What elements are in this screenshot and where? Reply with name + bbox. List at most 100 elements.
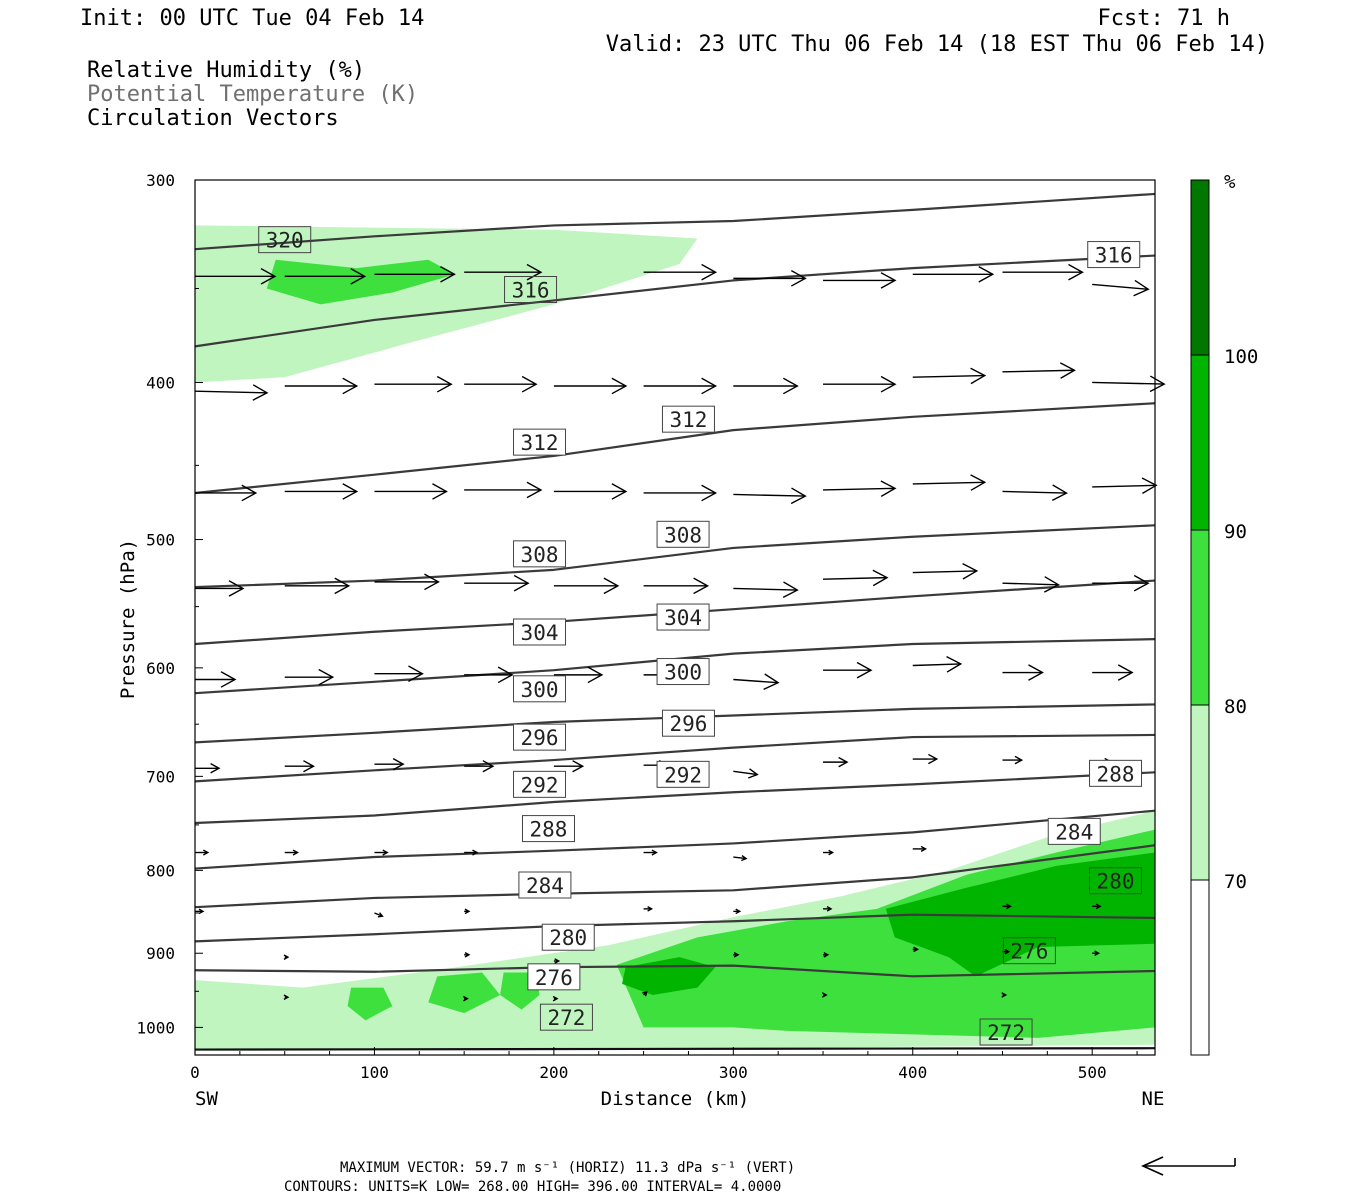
circulation-vector	[823, 272, 897, 289]
contour-label-box	[504, 276, 558, 304]
circulation-vector	[643, 484, 718, 502]
colorbar-segment	[1191, 705, 1209, 880]
colorbar-segment	[1191, 530, 1209, 705]
y-tick-label: 800	[146, 861, 175, 880]
circulation-vector	[1002, 576, 1060, 593]
circulation-vector	[464, 908, 471, 915]
rh-shading-layer	[195, 225, 1155, 1050]
vector-head	[552, 995, 559, 1002]
colorbar-segment	[1191, 180, 1209, 355]
theta-contour	[194, 964, 1156, 978]
vector-head	[228, 580, 245, 597]
contour-label-text: 300	[521, 678, 559, 702]
vector-head	[735, 908, 742, 915]
theta-contour	[194, 733, 1156, 783]
vector-head	[611, 377, 628, 395]
circulation-vector	[912, 946, 920, 953]
contour-label-text: 292	[521, 773, 559, 797]
circulation-vector	[464, 760, 495, 773]
circulation-vector	[643, 377, 718, 395]
vector-head	[978, 265, 995, 283]
contour-label-box	[1087, 241, 1141, 269]
contour-label-text: 316	[512, 279, 550, 303]
colorbar-frame	[1190, 179, 1210, 1056]
vector-head	[946, 656, 963, 673]
circulation-vector	[195, 908, 205, 915]
contour-label: 292	[513, 770, 567, 798]
rh-region	[266, 259, 456, 305]
contour-label-text: 280	[1097, 870, 1135, 894]
circulation-vector	[912, 474, 987, 491]
contour-label-box	[513, 540, 567, 568]
vector-shaft	[912, 374, 985, 378]
vector-head	[733, 951, 740, 958]
vector-shaft	[194, 390, 268, 394]
vector-head	[283, 994, 290, 1001]
contour-label-text: 296	[669, 712, 707, 736]
circulation-vector	[643, 263, 718, 281]
vector-head	[1014, 755, 1024, 765]
circulation-vector	[1092, 664, 1134, 681]
vector-head	[838, 756, 849, 768]
vector-shaft	[912, 481, 985, 485]
circulation-vector	[374, 265, 456, 283]
contour-label-text: 284	[1055, 820, 1093, 844]
contour-label-text: 312	[669, 408, 707, 432]
vector-head	[823, 951, 830, 958]
circulation-vector	[823, 661, 873, 679]
circulation-vector	[1092, 950, 1101, 957]
contour-label-text: 308	[664, 523, 702, 547]
y-axis-label: Pressure (hPa)	[117, 539, 139, 699]
y-tick-label: 500	[146, 531, 175, 550]
vector-head	[1141, 477, 1158, 494]
vector-head	[1059, 362, 1076, 379]
circulation-vector	[283, 954, 290, 960]
contour-label-box	[541, 923, 595, 951]
contour-label: 312	[661, 405, 715, 433]
vector-head	[392, 758, 405, 771]
colorbar-level-label: 70	[1224, 871, 1247, 893]
circulation-vector	[553, 577, 620, 595]
contour-label-box	[527, 963, 581, 991]
vector-head	[526, 481, 543, 499]
contour-label-box	[661, 405, 715, 433]
circulation-vector	[823, 480, 897, 497]
vector-head	[1068, 263, 1084, 281]
vector-head	[220, 671, 237, 688]
vector-head	[856, 661, 873, 679]
rh-region	[347, 987, 393, 1021]
vector-head	[482, 760, 495, 773]
y-tick-label: 700	[146, 767, 175, 786]
contour-label-box	[656, 658, 710, 686]
theta-contour	[194, 638, 1156, 695]
vector-head	[382, 849, 389, 856]
circulation-vector	[823, 951, 830, 958]
vector-head	[436, 375, 453, 393]
contour-label-box	[518, 871, 572, 899]
field-label-vectors: Circulation Vectors	[87, 106, 339, 131]
vector-head	[572, 760, 585, 773]
contour-label-box	[513, 723, 567, 751]
contour-label-text: 300	[664, 661, 702, 685]
vector-head	[1094, 950, 1101, 957]
contour-label: 284	[1047, 817, 1101, 845]
contour-label-box	[656, 520, 710, 548]
circulation-vector	[823, 906, 833, 912]
contour-label-text: 304	[521, 621, 559, 645]
vector-head	[587, 666, 604, 684]
vector-shaft	[733, 493, 806, 497]
vector-head	[763, 673, 780, 691]
circulation-vector	[643, 906, 654, 912]
circulation-vector	[464, 263, 543, 281]
theta-contour	[194, 913, 1156, 943]
contour-label-text: 288	[530, 818, 568, 842]
circulation-vector	[464, 951, 471, 958]
circulation-vector	[643, 849, 658, 856]
contour-label: 280	[541, 923, 595, 951]
vector-head	[198, 908, 205, 915]
contour-label: 320	[258, 226, 312, 254]
contour-label-text: 284	[526, 874, 564, 898]
circulation-vector	[821, 992, 828, 998]
circulation-vector	[1092, 375, 1166, 393]
circulation-vector	[552, 995, 559, 1002]
